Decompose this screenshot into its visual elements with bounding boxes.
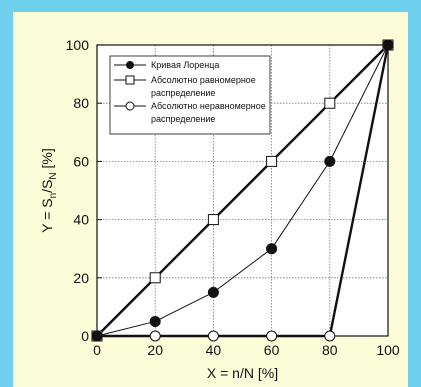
- series-line-0: [96, 44, 389, 337]
- data-point-series-0: [266, 243, 278, 255]
- data-point-series-0: [149, 315, 161, 327]
- data-point-series-1: [149, 272, 161, 284]
- legend-label: распределение: [151, 88, 215, 98]
- y-axis-title-part: [%]: [39, 148, 55, 172]
- y-tick-label: 80: [73, 95, 89, 111]
- data-point-series-0: [91, 330, 103, 342]
- y-axis-title: Y = Sn/SN [%]: [39, 148, 59, 233]
- y-axis-title-part: Y = S: [39, 198, 55, 232]
- data-point-series-0: [382, 39, 394, 51]
- legend-label: Абсолютно неравномерное: [151, 101, 266, 111]
- legend: Кривая Лоренца Абсолютно равномерное распр…: [109, 55, 271, 135]
- x-tick-label: 60: [264, 342, 280, 358]
- y-tick-label: 40: [73, 212, 89, 228]
- x-tick-label: 100: [376, 342, 400, 358]
- data-point-series-1: [266, 155, 278, 167]
- y-tick-label: 60: [73, 153, 89, 169]
- y-axis-title-part: n: [48, 193, 59, 199]
- legend-marker: [125, 75, 135, 85]
- data-point-series-1: [324, 97, 336, 109]
- y-tick-label: 0: [81, 328, 89, 344]
- series-line-2: [97, 44, 390, 338]
- data-point-series-2: [266, 330, 278, 342]
- y-axis-title-part: N: [48, 172, 59, 179]
- x-tick-label: 40: [206, 342, 222, 358]
- legend-label: Кривая Лоренца: [151, 60, 219, 70]
- legend-marker: [126, 61, 134, 69]
- legend-marker: [125, 101, 135, 111]
- data-point-series-0: [324, 155, 336, 167]
- data-point-series-0: [207, 286, 219, 298]
- y-tick-label: 20: [73, 270, 89, 286]
- x-axis-title: X = n/N [%]: [207, 365, 278, 381]
- data-point-series-2: [149, 330, 161, 342]
- x-tick-label: 20: [147, 342, 163, 358]
- legend-label: распределение: [151, 114, 215, 124]
- data-point-series-2: [324, 330, 336, 342]
- x-tick-label: 0: [93, 342, 101, 358]
- y-tick-label: 100: [66, 37, 90, 53]
- data-point-series-1: [207, 214, 219, 226]
- legend-label: Абсолютно равномерное: [151, 75, 256, 85]
- x-tick-label: 80: [322, 342, 338, 358]
- data-point-series-2: [207, 330, 219, 342]
- series-line-1: [96, 44, 389, 337]
- y-axis-title-part: /S: [39, 180, 55, 193]
- legend-box: [109, 55, 271, 135]
